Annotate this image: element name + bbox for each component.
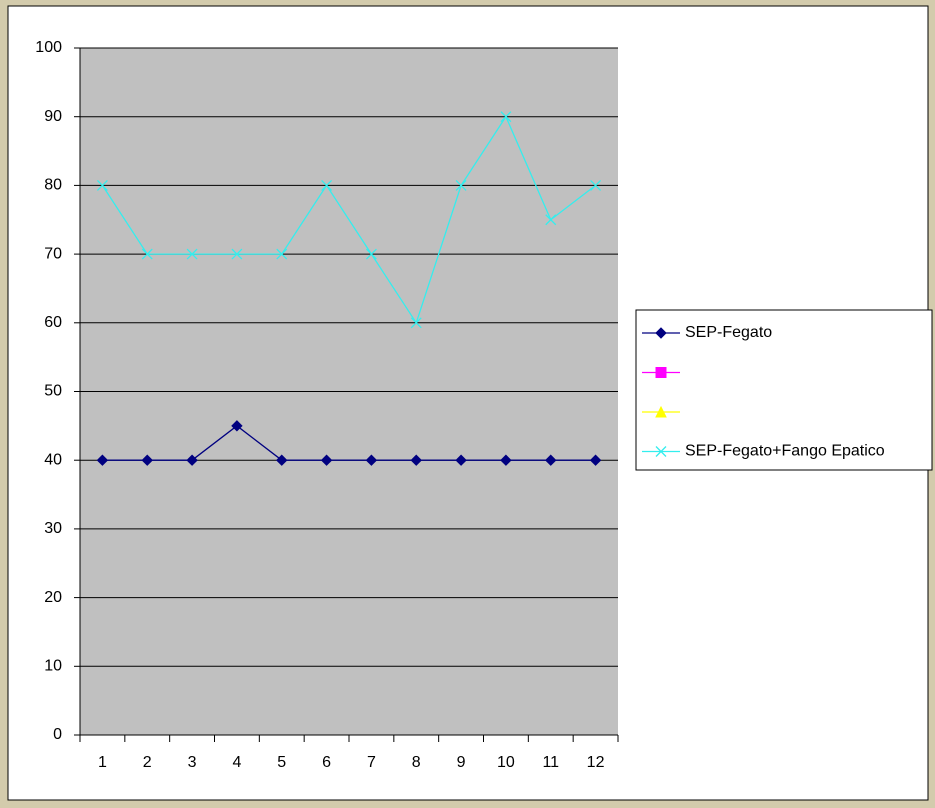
y-tick-label: 60 [44, 314, 62, 331]
marker [455, 179, 467, 191]
x-tick-label: 1 [98, 754, 107, 771]
marker [276, 454, 288, 466]
series-line [102, 425, 596, 461]
x-tick-label: 6 [322, 754, 331, 771]
marker [365, 454, 378, 466]
legend-label: SEP-Fegato [685, 324, 772, 341]
marker [186, 454, 198, 466]
marker [186, 248, 198, 260]
series-line [101, 115, 596, 325]
y-tick-label: 70 [44, 245, 62, 262]
marker [141, 248, 153, 260]
x-tick-label: 10 [497, 754, 515, 771]
marker [545, 214, 557, 226]
marker [410, 454, 422, 466]
marker [231, 420, 243, 432]
marker [410, 317, 422, 329]
marker [141, 454, 153, 466]
x-tick-label: 11 [542, 754, 559, 771]
marker [500, 111, 512, 123]
marker [655, 446, 667, 457]
y-tick-label: 0 [53, 726, 62, 743]
marker [545, 454, 557, 466]
marker [590, 179, 602, 191]
marker [96, 454, 109, 466]
marker [655, 367, 667, 378]
legend [635, 309, 933, 471]
x-tick-label: 7 [367, 754, 376, 771]
marker [320, 454, 333, 466]
y-tick-label: 80 [44, 177, 62, 194]
marker [365, 248, 377, 260]
marker [231, 248, 243, 260]
y-tick-label: 90 [44, 108, 62, 125]
marker [655, 405, 667, 418]
legend-label: SEP-Fegato+Fango Epatico [685, 443, 885, 460]
y-tick-label: 40 [44, 451, 62, 468]
x-tick-label: 3 [188, 754, 197, 771]
y-tick-label: 30 [44, 520, 62, 537]
y-tick-label: 20 [44, 589, 62, 606]
marker [455, 454, 467, 466]
marker [500, 454, 512, 466]
marker [655, 327, 667, 339]
y-tick-label: 50 [44, 383, 62, 400]
x-tick-label: 12 [587, 754, 605, 771]
y-tick-label: 100 [35, 39, 62, 56]
x-tick-label: 4 [232, 754, 241, 771]
marker [96, 179, 108, 191]
x-tick-label: 5 [277, 754, 286, 771]
x-tick-label: 2 [143, 754, 152, 771]
x-tick-label: 8 [412, 754, 421, 771]
marker [589, 454, 602, 466]
marker [276, 248, 288, 260]
marker [321, 179, 333, 191]
x-tick-label: 9 [457, 754, 466, 771]
y-tick-label: 10 [44, 658, 62, 675]
